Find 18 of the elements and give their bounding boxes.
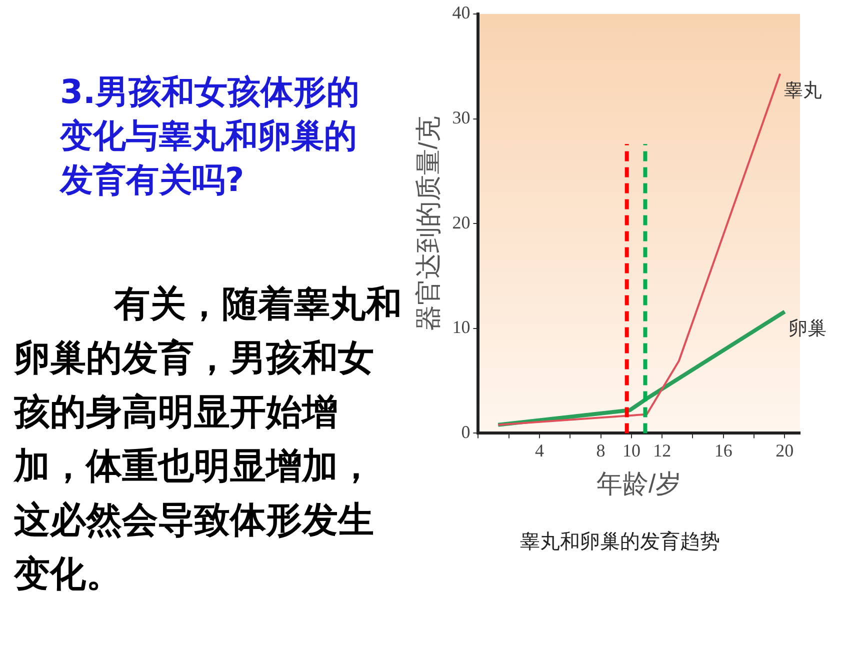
x-tick-label: 12 <box>653 440 672 461</box>
text: 有关，随着睾丸和卵巢的发育，男孩和女孩的身高明显开始增加，体重也明显增加，这必然会导致体形发生变化。 <box>14 283 403 597</box>
x-axis-title: 年龄/岁 <box>596 468 682 499</box>
x-tick-label: 20 <box>776 440 794 461</box>
y-tick-label: 20 <box>452 212 470 232</box>
y-axis-title: 器官达到的质量/克 <box>412 116 443 332</box>
y-tick-label: 40 <box>452 2 470 23</box>
y-tick-label: 30 <box>452 108 470 128</box>
y-tick-label: 0 <box>461 422 470 442</box>
x-tick-label: 4 <box>534 440 544 461</box>
text: 睾丸和卵巢的发育趋势 <box>520 528 720 555</box>
y-tick-label: 10 <box>452 317 470 338</box>
x-tick-label: 16 <box>714 440 732 461</box>
x-tick-label: 8 <box>596 440 606 461</box>
x-tick-label: 10 <box>622 440 640 461</box>
text: 3.男孩和女孩体形的变化与睾丸和卵巢的发育有关吗? <box>60 71 360 201</box>
series-label: 卵巢 <box>788 318 827 340</box>
series-label: 睾丸 <box>784 80 822 102</box>
